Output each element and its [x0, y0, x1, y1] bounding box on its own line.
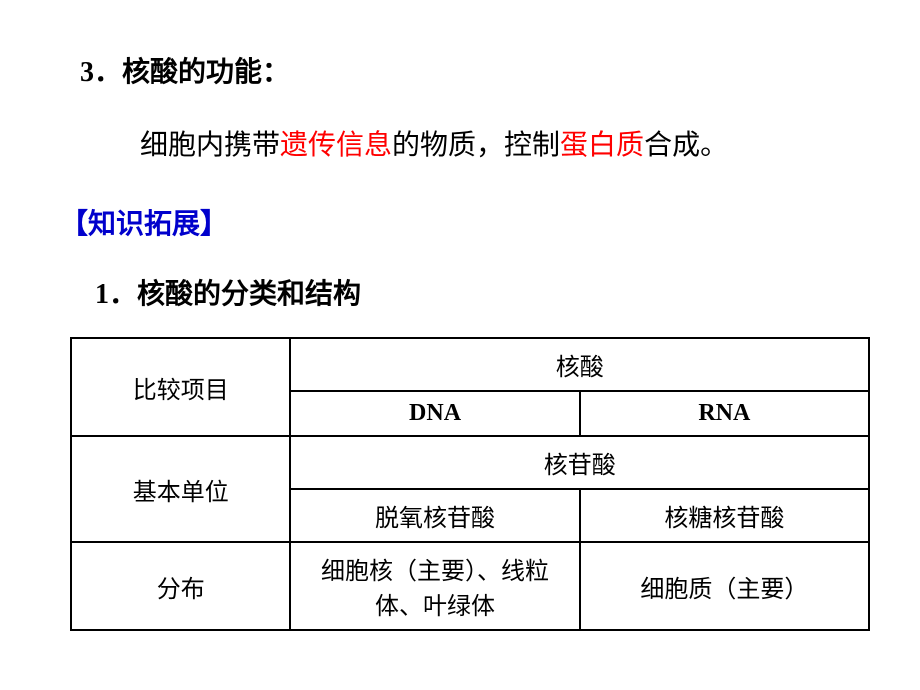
cell-rna-location: 细胞质（主要）	[580, 542, 869, 630]
knowledge-extension-header: 【知识拓展】	[60, 202, 860, 242]
cell-dna-location: 细胞核（主要）、线粒体、叶绿体	[290, 542, 579, 630]
label-compare-item: 比较项目	[71, 338, 290, 436]
nucleic-acid-table: 比较项目 核酸 DNA RNA 基本单位 核苷酸 脱氧核苷酸 核糖核苷酸 分布 …	[70, 337, 870, 631]
text-part-3: 合成。	[644, 130, 728, 161]
highlight-protein: 蛋白质	[560, 130, 644, 161]
text-part-2: 的物质，控制	[392, 130, 560, 161]
highlight-genetic-info: 遗传信息	[280, 130, 392, 161]
table-row: 分布 细胞核（主要）、线粒体、叶绿体 细胞质（主要）	[71, 542, 869, 630]
cell-nucleotide: 核苷酸	[290, 436, 869, 489]
table-row: 基本单位 核苷酸	[71, 436, 869, 489]
cell-deoxyribonucleotide: 脱氧核苷酸	[290, 489, 579, 542]
function-description: 细胞内携带遗传信息的物质，控制蛋白质合成。	[140, 125, 860, 167]
header-dna: DNA	[290, 391, 579, 436]
label-distribution: 分布	[71, 542, 290, 630]
section-number-title: 3．核酸的功能：	[80, 50, 860, 90]
table-row: 比较项目 核酸	[71, 338, 869, 391]
header-rna: RNA	[580, 391, 869, 436]
subsection-title: 1．核酸的分类和结构	[95, 272, 860, 312]
header-nucleic-acid: 核酸	[290, 338, 869, 391]
cell-ribonucleotide: 核糖核苷酸	[580, 489, 869, 542]
label-basic-unit: 基本单位	[71, 436, 290, 542]
text-part-1: 细胞内携带	[140, 130, 280, 161]
